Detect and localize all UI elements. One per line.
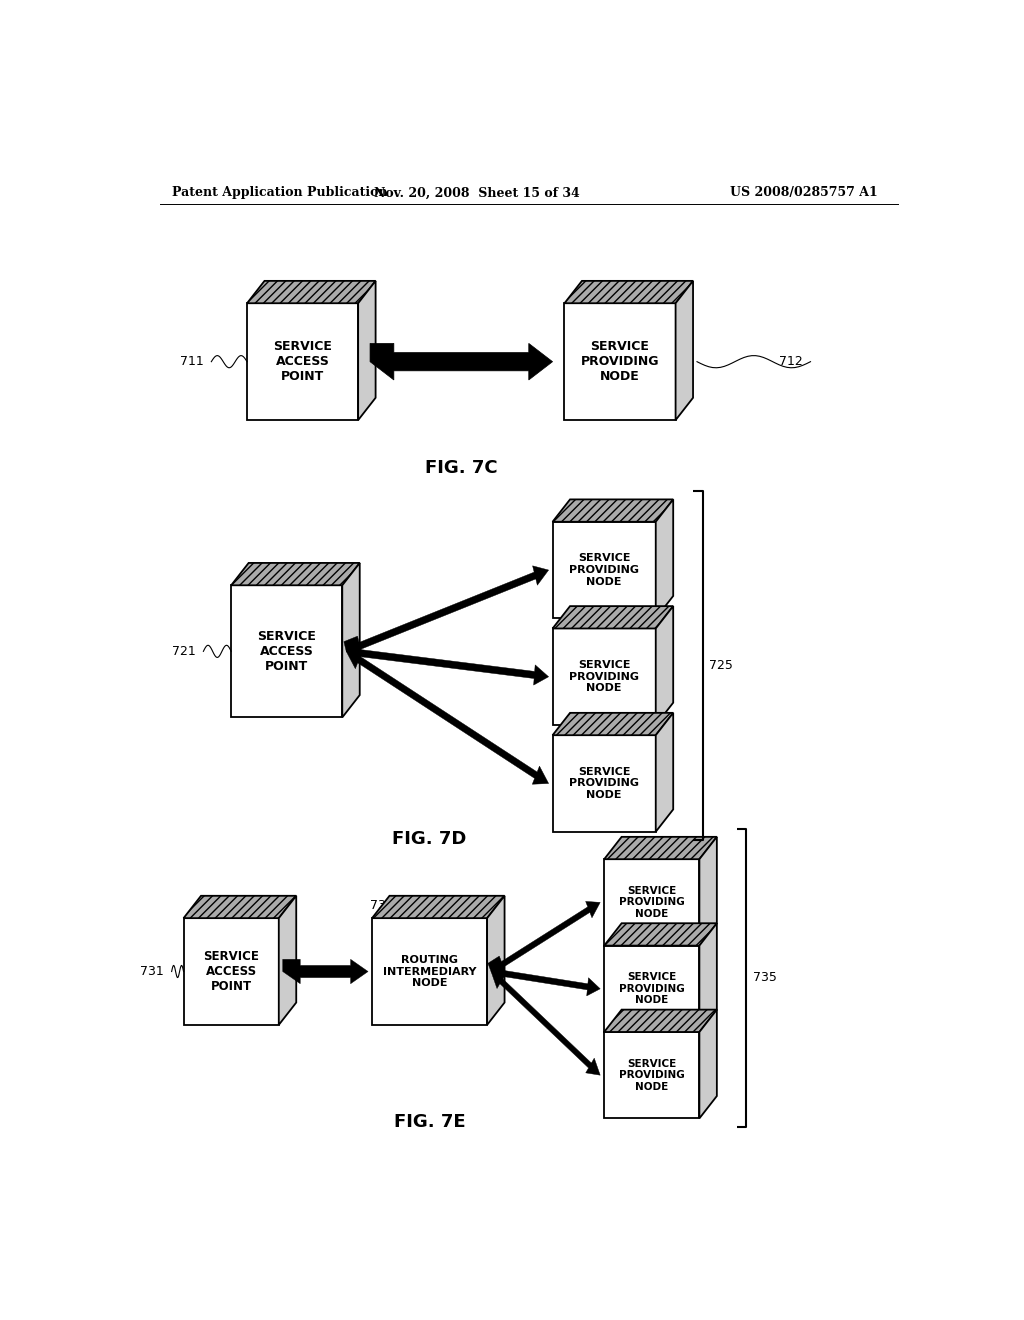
Text: SERVICE
PROVIDING
NODE: SERVICE PROVIDING NODE	[618, 1059, 685, 1092]
Bar	[553, 521, 655, 618]
Polygon shape	[492, 964, 600, 1076]
Polygon shape	[564, 281, 693, 304]
Text: 712: 712	[779, 355, 803, 368]
Text: SERVICE
ACCESS
POINT: SERVICE ACCESS POINT	[203, 950, 259, 993]
Polygon shape	[279, 896, 296, 1024]
Text: Patent Application Publication: Patent Application Publication	[172, 186, 387, 199]
Text: US 2008/0285757 A1: US 2008/0285757 A1	[730, 186, 878, 199]
Text: ROUTING
INTERMEDIARY
NODE: ROUTING INTERMEDIARY NODE	[383, 954, 476, 989]
Polygon shape	[604, 923, 717, 945]
Text: FIG. 7D: FIG. 7D	[392, 830, 467, 849]
Text: 725: 725	[709, 659, 733, 672]
Polygon shape	[344, 566, 549, 656]
Polygon shape	[346, 643, 549, 784]
Bar	[564, 304, 676, 420]
Polygon shape	[370, 343, 553, 380]
Polygon shape	[655, 499, 673, 618]
Polygon shape	[492, 962, 600, 995]
Bar	[553, 628, 655, 725]
Text: SERVICE
PROVIDING
NODE: SERVICE PROVIDING NODE	[569, 553, 639, 586]
Polygon shape	[655, 606, 673, 725]
Polygon shape	[699, 923, 717, 1032]
Polygon shape	[342, 562, 359, 718]
Text: 735: 735	[753, 972, 776, 985]
Text: SERVICE
PROVIDING
NODE: SERVICE PROVIDING NODE	[581, 341, 659, 383]
Text: Nov. 20, 2008  Sheet 15 of 34: Nov. 20, 2008 Sheet 15 of 34	[375, 186, 580, 199]
Polygon shape	[655, 713, 673, 832]
Text: 731: 731	[140, 965, 164, 978]
Polygon shape	[487, 902, 600, 973]
Polygon shape	[372, 896, 505, 919]
Polygon shape	[283, 960, 368, 983]
Bar	[604, 859, 699, 945]
Bar	[183, 919, 279, 1024]
Polygon shape	[183, 896, 296, 919]
Polygon shape	[247, 281, 376, 304]
Polygon shape	[553, 713, 673, 735]
Text: SERVICE
ACCESS
POINT: SERVICE ACCESS POINT	[257, 630, 316, 673]
Text: SERVICE
PROVIDING
NODE: SERVICE PROVIDING NODE	[618, 886, 685, 919]
Bar	[604, 945, 699, 1032]
Polygon shape	[604, 1010, 717, 1032]
Polygon shape	[553, 499, 673, 521]
Bar	[553, 735, 655, 832]
Bar	[231, 585, 342, 718]
Bar	[604, 1032, 699, 1118]
Text: SERVICE
PROVIDING
NODE: SERVICE PROVIDING NODE	[569, 660, 639, 693]
Text: 733: 733	[370, 899, 394, 912]
Text: SERVICE
PROVIDING
NODE: SERVICE PROVIDING NODE	[618, 973, 685, 1006]
Polygon shape	[699, 1010, 717, 1118]
Polygon shape	[699, 837, 717, 945]
Polygon shape	[358, 281, 376, 420]
Bar	[247, 304, 358, 420]
Polygon shape	[346, 642, 549, 685]
Polygon shape	[604, 837, 717, 859]
Text: FIG. 7E: FIG. 7E	[394, 1113, 465, 1131]
Text: SERVICE
ACCESS
POINT: SERVICE ACCESS POINT	[273, 341, 332, 383]
Polygon shape	[676, 281, 693, 420]
Bar	[372, 919, 487, 1024]
Text: FIG. 7C: FIG. 7C	[425, 459, 498, 478]
Text: 711: 711	[179, 355, 204, 368]
Text: SERVICE
PROVIDING
NODE: SERVICE PROVIDING NODE	[569, 767, 639, 800]
Polygon shape	[487, 896, 505, 1024]
Text: 721: 721	[172, 645, 196, 657]
Polygon shape	[553, 606, 673, 628]
Polygon shape	[231, 562, 359, 585]
